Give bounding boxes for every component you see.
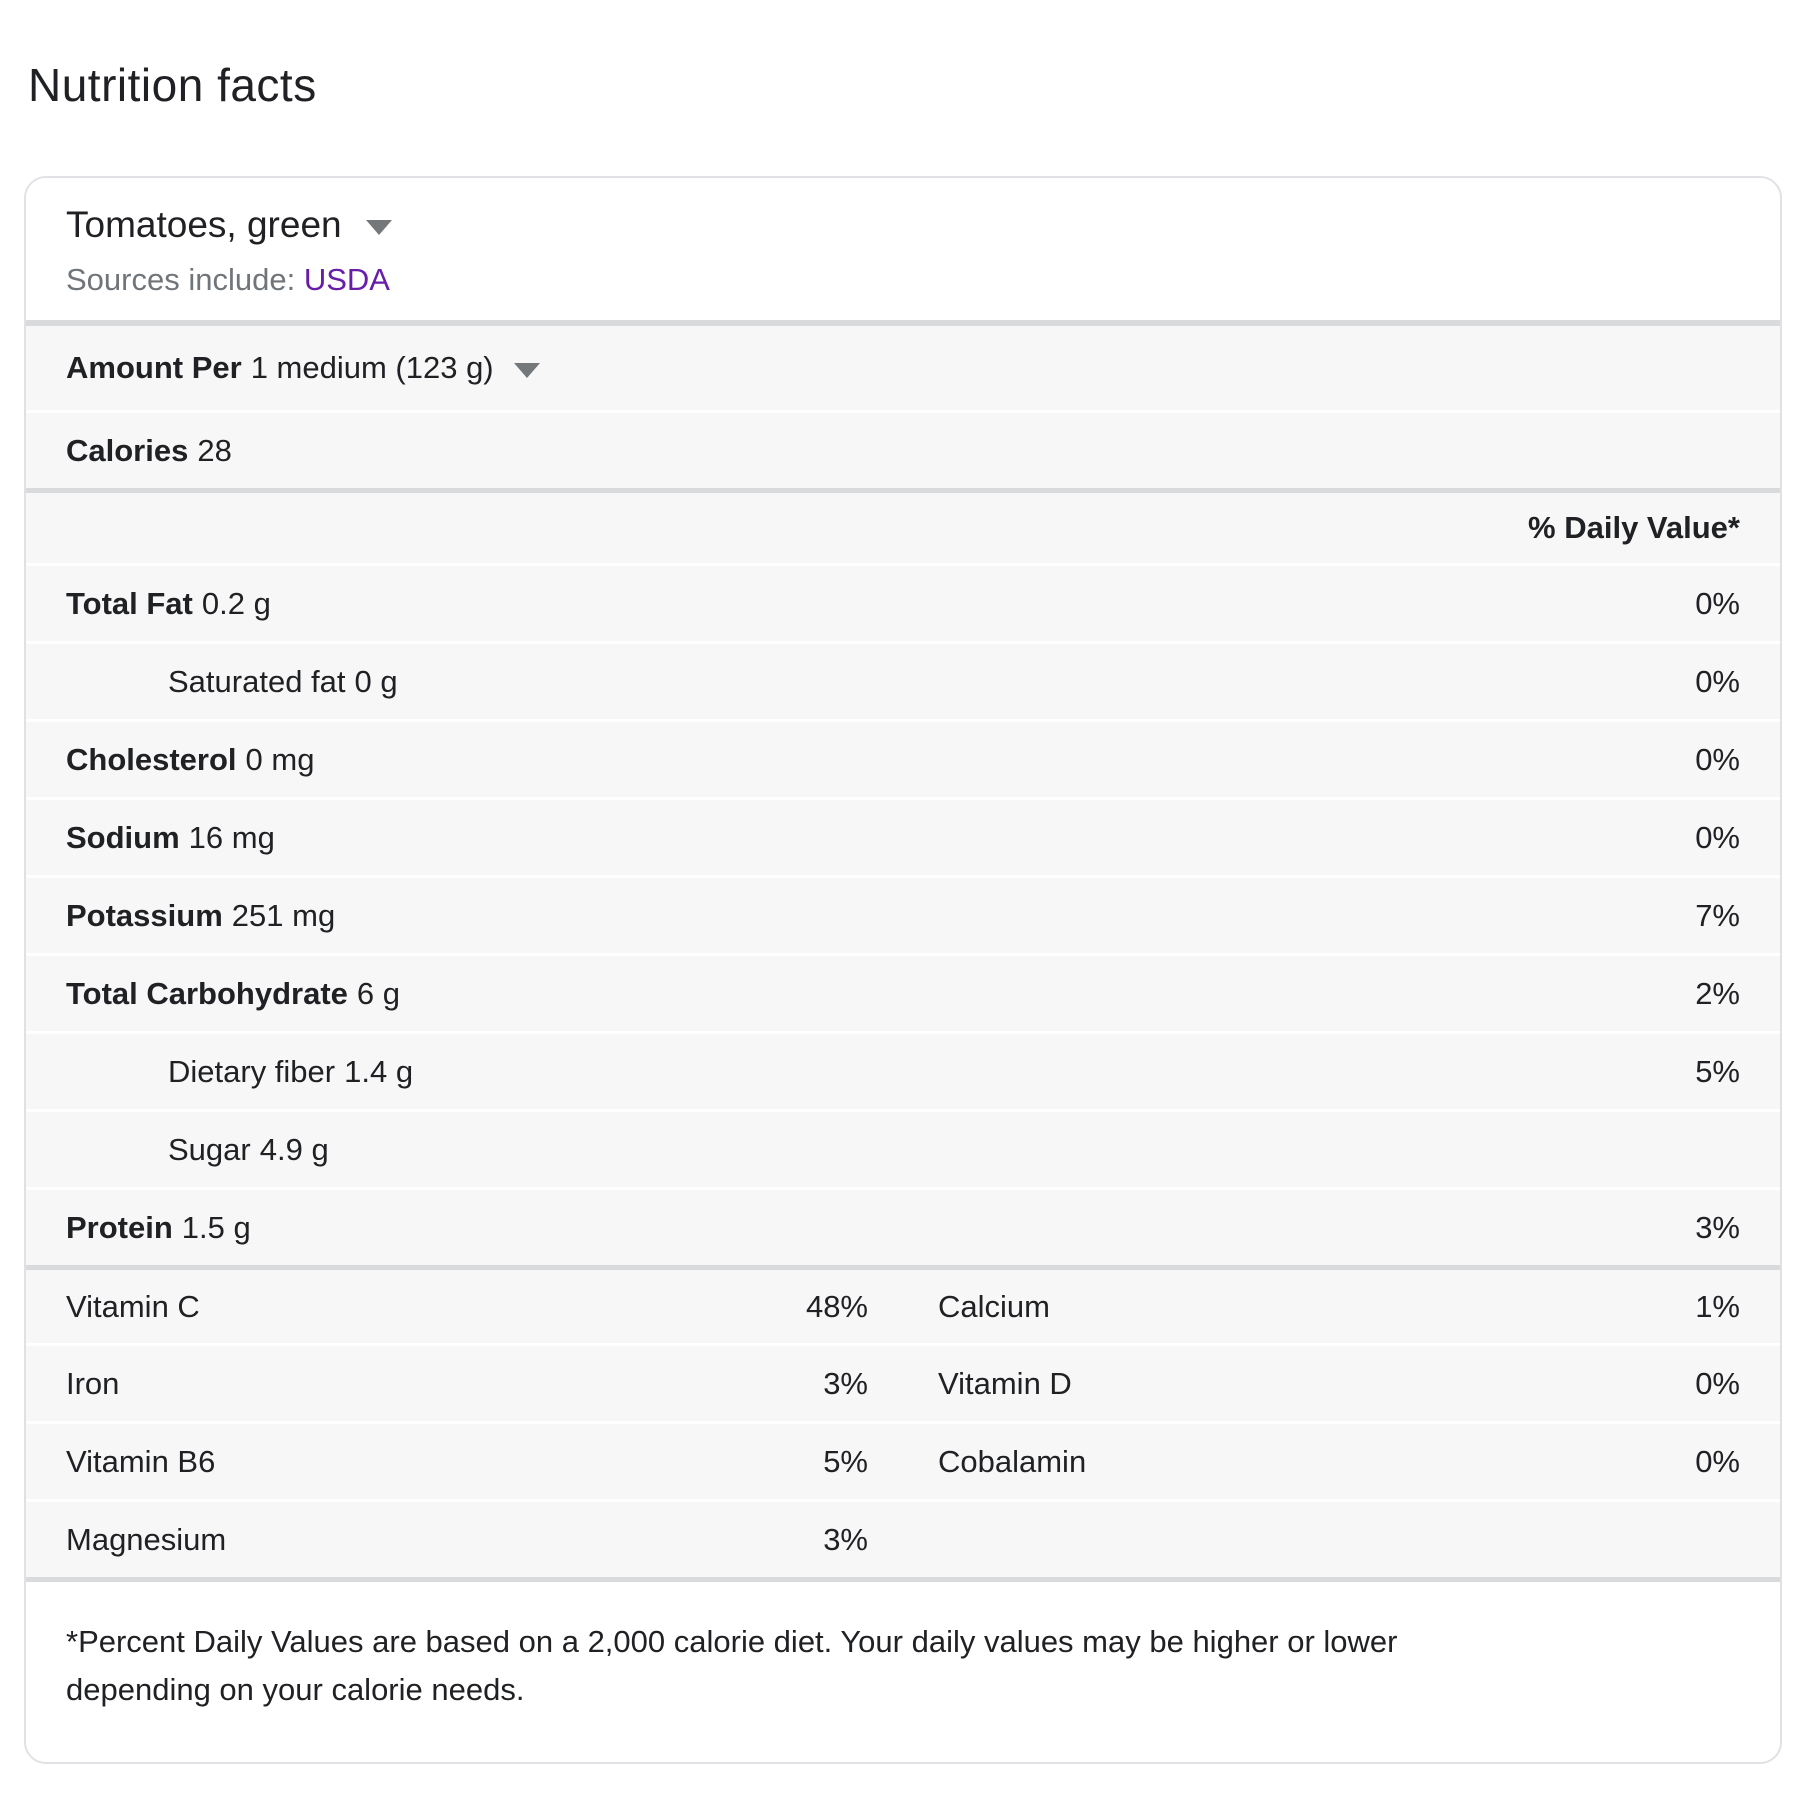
- calories-label: Calories: [66, 432, 189, 468]
- micronutrient-daily-value: 1%: [1695, 1288, 1740, 1324]
- nutrient-row: Total Carbohydrate 6 g 2%: [26, 953, 1780, 1031]
- micronutrient-name: Vitamin B6: [66, 1443, 216, 1479]
- usda-link[interactable]: USDA: [303, 262, 390, 297]
- nutrient-amount: 0 mg: [245, 741, 315, 777]
- nutrient-name: Dietary fiber: [168, 1053, 336, 1089]
- nutrient-name: Total Fat: [66, 585, 193, 621]
- serving-size-dropdown[interactable]: 1 medium (123 g): [242, 350, 540, 386]
- card-header: Tomatoes, green Sources include: USDA: [26, 178, 1780, 320]
- micronutrient-name: Calcium: [938, 1288, 1050, 1324]
- calories-value: 28: [197, 432, 232, 468]
- micronutrient-table: Vitamin C 48% Calcium 1% Iron 3% Vitamin…: [26, 1265, 1780, 1577]
- nutrient-label: Sugar 4.9 g: [66, 1132, 329, 1168]
- nutrient-name: Sodium: [66, 819, 180, 855]
- nutrient-name: Potassium: [66, 897, 223, 933]
- footnote: *Percent Daily Values are based on a 2,0…: [66, 1624, 1398, 1707]
- nutrition-facts-card: Tomatoes, green Sources include: USDA Am…: [24, 176, 1782, 1764]
- chevron-down-icon: [365, 219, 392, 235]
- sources-prefix: Sources include:: [66, 262, 304, 297]
- micronutrient-name: Iron: [66, 1365, 120, 1401]
- nutrient-amount: 4.9 g: [259, 1131, 329, 1167]
- micronutrient-daily-value: 3%: [823, 1521, 868, 1557]
- nutrient-row: Protein 1.5 g 3%: [26, 1187, 1780, 1265]
- nutrient-label: Dietary fiber 1.4 g: [66, 1054, 413, 1090]
- micronutrient-daily-value: 3%: [823, 1365, 868, 1401]
- micronutrient-name: Magnesium: [66, 1521, 227, 1557]
- micronutrient-cell: Vitamin D 0%: [932, 1366, 1740, 1402]
- amount-per-label: Amount Per: [66, 350, 242, 385]
- micronutrient-cell: Vitamin B6 5%: [66, 1444, 868, 1480]
- micronutrient-cell: Vitamin C 48%: [66, 1289, 868, 1325]
- nutrient-label: Total Carbohydrate 6 g: [66, 976, 400, 1012]
- food-selector-label: Tomatoes, green: [66, 204, 342, 245]
- footnote-section: *Percent Daily Values are based on a 2,0…: [26, 1577, 1780, 1762]
- nutrient-name: Total Carbohydrate: [66, 975, 348, 1011]
- nutrient-name: Protein: [66, 1209, 173, 1245]
- nutrient-row: Total Fat 0.2 g 0%: [26, 563, 1780, 641]
- micronutrient-daily-value: 5%: [823, 1443, 868, 1479]
- nutrient-row: Dietary fiber 1.4 g 5%: [26, 1031, 1780, 1109]
- nutrient-amount: 251 mg: [231, 897, 336, 933]
- nutrient-amount: 16 mg: [188, 819, 275, 855]
- nutrient-row: Saturated fat 0 g 0%: [26, 641, 1780, 719]
- nutrient-daily-value: 3%: [1695, 1209, 1740, 1245]
- micronutrient-cell: Magnesium 3%: [66, 1522, 868, 1558]
- calories-row: Calories 28: [26, 410, 1780, 488]
- nutrient-daily-value: 2%: [1695, 975, 1740, 1011]
- micronutrient-cell: Cobalamin 0%: [932, 1444, 1740, 1480]
- chevron-down-icon: [513, 362, 540, 378]
- daily-value-header-row: % Daily Value*: [26, 488, 1780, 563]
- sources-line: Sources include: USDA: [66, 262, 1740, 298]
- food-selector-dropdown[interactable]: Tomatoes, green: [66, 204, 392, 246]
- serving-size-row: Amount Per 1 medium (123 g): [26, 320, 1780, 410]
- daily-value-header: % Daily Value*: [1528, 510, 1740, 545]
- nutrient-name: Sugar: [168, 1131, 251, 1167]
- nutrient-label: Potassium 251 mg: [66, 898, 335, 934]
- nutrient-row: Potassium 251 mg 7%: [26, 875, 1780, 953]
- nutrient-label: Cholesterol 0 mg: [66, 742, 314, 778]
- nutrient-name: Cholesterol: [66, 741, 237, 777]
- micronutrient-row: Vitamin B6 5% Cobalamin 0%: [26, 1421, 1780, 1499]
- micronutrient-daily-value: 48%: [805, 1288, 868, 1324]
- micronutrient-name: Vitamin D: [938, 1365, 1072, 1401]
- micronutrient-daily-value: 0%: [1695, 1365, 1740, 1401]
- nutrient-daily-value: 5%: [1695, 1053, 1740, 1089]
- nutrient-amount: 0.2 g: [201, 585, 271, 621]
- nutrient-daily-value: 0%: [1695, 663, 1740, 699]
- serving-size-value: 1 medium (123 g): [250, 350, 494, 385]
- micronutrient-row: Vitamin C 48% Calcium 1%: [26, 1265, 1780, 1343]
- micronutrient-row: Iron 3% Vitamin D 0%: [26, 1343, 1780, 1421]
- nutrient-daily-value: 0%: [1695, 585, 1740, 621]
- page-title: Nutrition facts: [28, 59, 317, 111]
- nutrient-name: Saturated fat: [168, 663, 346, 699]
- micronutrient-name: Cobalamin: [938, 1443, 1087, 1479]
- nutrient-label: Total Fat 0.2 g: [66, 586, 271, 622]
- nutrient-label: Saturated fat 0 g: [66, 664, 398, 700]
- nutrient-amount: 1.4 g: [344, 1053, 414, 1089]
- micronutrient-row: Magnesium 3%: [26, 1499, 1780, 1577]
- nutrient-amount: 6 g: [356, 975, 401, 1011]
- micronutrient-cell: Iron 3%: [66, 1366, 868, 1402]
- micronutrient-daily-value: 0%: [1695, 1443, 1740, 1479]
- nutrient-label: Protein 1.5 g: [66, 1210, 251, 1246]
- nutrient-row: Sugar 4.9 g: [26, 1109, 1780, 1187]
- micronutrient-cell: Calcium 1%: [932, 1289, 1740, 1325]
- nutrient-label: Sodium 16 mg: [66, 820, 275, 856]
- micronutrient-name: Vitamin C: [66, 1288, 200, 1324]
- nutrient-daily-value: 0%: [1695, 819, 1740, 855]
- nutrient-amount: 0 g: [354, 663, 398, 699]
- nutrient-row: Sodium 16 mg 0%: [26, 797, 1780, 875]
- nutrient-daily-value: 7%: [1695, 897, 1740, 933]
- nutrient-daily-value: 0%: [1695, 741, 1740, 777]
- nutrient-row: Cholesterol 0 mg 0%: [26, 719, 1780, 797]
- nutrient-amount: 1.5 g: [181, 1209, 251, 1245]
- nutrient-table: Total Fat 0.2 g 0% Saturated fat 0 g 0% Ch…: [26, 563, 1780, 1265]
